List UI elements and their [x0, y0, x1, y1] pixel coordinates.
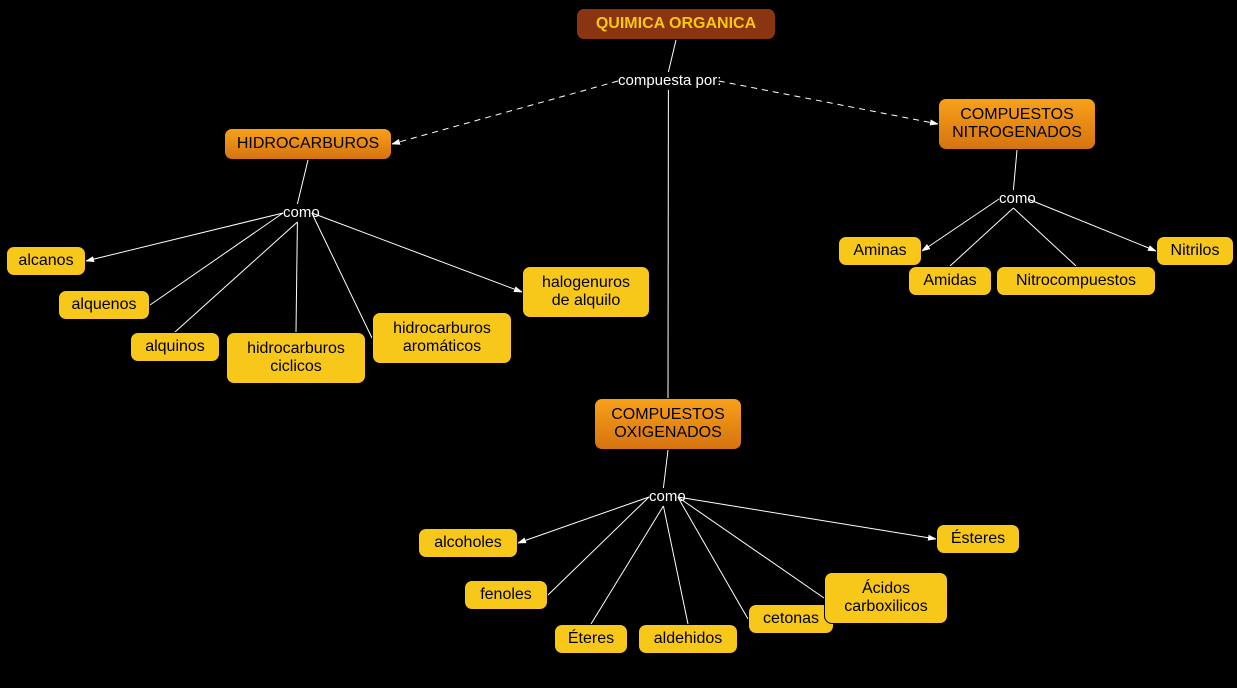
- edge: [1013, 150, 1017, 190]
- edge: [86, 213, 283, 261]
- node-halog: halogenurosde alquilo: [522, 266, 650, 318]
- edge: [548, 497, 649, 595]
- node-eteres: Éteres: [554, 624, 628, 654]
- edge-label-lbl_compuesta: compuesta por:: [618, 72, 721, 89]
- edge-label-lbl_como1: como: [283, 204, 320, 221]
- edge: [312, 213, 372, 338]
- edge: [678, 497, 748, 619]
- node-nitrocomp: Nitrocompuestos: [996, 266, 1156, 296]
- edge: [175, 222, 297, 332]
- node-alquenos: alquenos: [58, 290, 150, 320]
- edge: [719, 81, 938, 124]
- edge: [663, 506, 688, 624]
- node-alcanos: alcanos: [6, 246, 86, 276]
- edge: [678, 497, 824, 598]
- node-cetonas: cetonas: [748, 604, 834, 634]
- edge: [150, 213, 283, 305]
- edge-label-lbl_como2: como: [649, 488, 686, 505]
- edge: [392, 81, 618, 144]
- edge: [950, 208, 1013, 266]
- edge: [296, 222, 297, 332]
- edge: [678, 497, 936, 539]
- node-acidos: Ácidoscarboxilicos: [824, 572, 948, 624]
- node-fenoles: fenoles: [464, 580, 548, 610]
- edge: [591, 506, 663, 624]
- node-oxi: COMPUESTOSOXIGENADOS: [594, 398, 742, 450]
- node-root: QUIMICA ORGANICA: [576, 8, 776, 40]
- node-aldehidos: aldehidos: [638, 624, 738, 654]
- node-harom: hidrocarburosaromáticos: [372, 312, 512, 364]
- edge: [518, 497, 649, 543]
- node-aminas: Aminas: [838, 236, 922, 266]
- node-hcicl: hidrocarburosciclicos: [226, 332, 366, 384]
- concept-map-canvas: QUIMICA ORGANICA HIDROCARBUROS COMPUESTOSO…: [0, 0, 1237, 688]
- node-alquinos: alquinos: [130, 332, 220, 362]
- node-nitrilos: Nitrilos: [1156, 236, 1234, 266]
- edge: [663, 450, 668, 488]
- node-hidro: HIDROCARBUROS: [224, 128, 392, 160]
- node-esteres: Ésteres: [936, 524, 1020, 554]
- edge: [1013, 208, 1076, 266]
- edge-label-lbl_como3: como: [999, 190, 1036, 207]
- node-amidas: Amidas: [908, 266, 992, 296]
- edge: [1028, 199, 1156, 251]
- edge: [297, 160, 308, 204]
- edge: [312, 213, 522, 292]
- edge: [668, 40, 676, 72]
- edge: [922, 199, 999, 251]
- node-alcoholes: alcoholes: [418, 528, 518, 558]
- node-nitro: COMPUESTOSNITROGENADOS: [938, 98, 1096, 150]
